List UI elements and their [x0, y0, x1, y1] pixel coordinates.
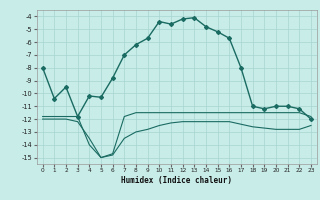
X-axis label: Humidex (Indice chaleur): Humidex (Indice chaleur): [121, 176, 232, 185]
